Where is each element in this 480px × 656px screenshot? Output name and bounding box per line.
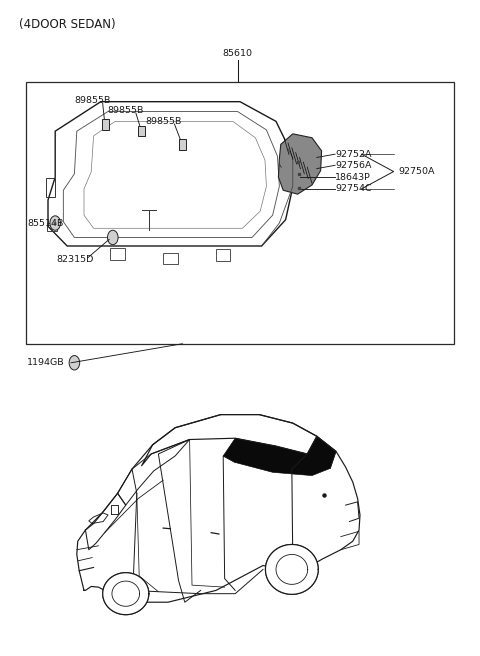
Circle shape	[50, 216, 60, 230]
Polygon shape	[278, 134, 322, 194]
Bar	[102, 119, 109, 130]
Text: 1194GB: 1194GB	[27, 358, 65, 367]
Bar	[26, 82, 454, 344]
Text: 89855B: 89855B	[107, 106, 144, 115]
Circle shape	[108, 230, 118, 245]
Text: 92752A: 92752A	[335, 150, 372, 159]
Bar	[138, 126, 145, 136]
Polygon shape	[103, 573, 149, 615]
Text: (4DOOR SEDAN): (4DOOR SEDAN)	[19, 18, 116, 31]
Text: 92756A: 92756A	[335, 161, 372, 170]
Text: 18643P: 18643P	[335, 173, 371, 182]
Text: 92750A: 92750A	[398, 167, 435, 176]
Bar	[110, 248, 125, 260]
Text: 82315D: 82315D	[57, 255, 94, 264]
Circle shape	[69, 356, 80, 370]
Polygon shape	[265, 544, 318, 594]
Bar	[163, 253, 178, 264]
Text: 89855B: 89855B	[74, 96, 111, 105]
Bar	[179, 139, 186, 150]
Text: 92754C: 92754C	[335, 184, 372, 194]
Text: 89855B: 89855B	[145, 117, 182, 126]
Text: 85610: 85610	[223, 49, 252, 58]
Text: 85514B: 85514B	[27, 218, 64, 228]
Bar	[216, 249, 230, 261]
Polygon shape	[223, 436, 336, 476]
